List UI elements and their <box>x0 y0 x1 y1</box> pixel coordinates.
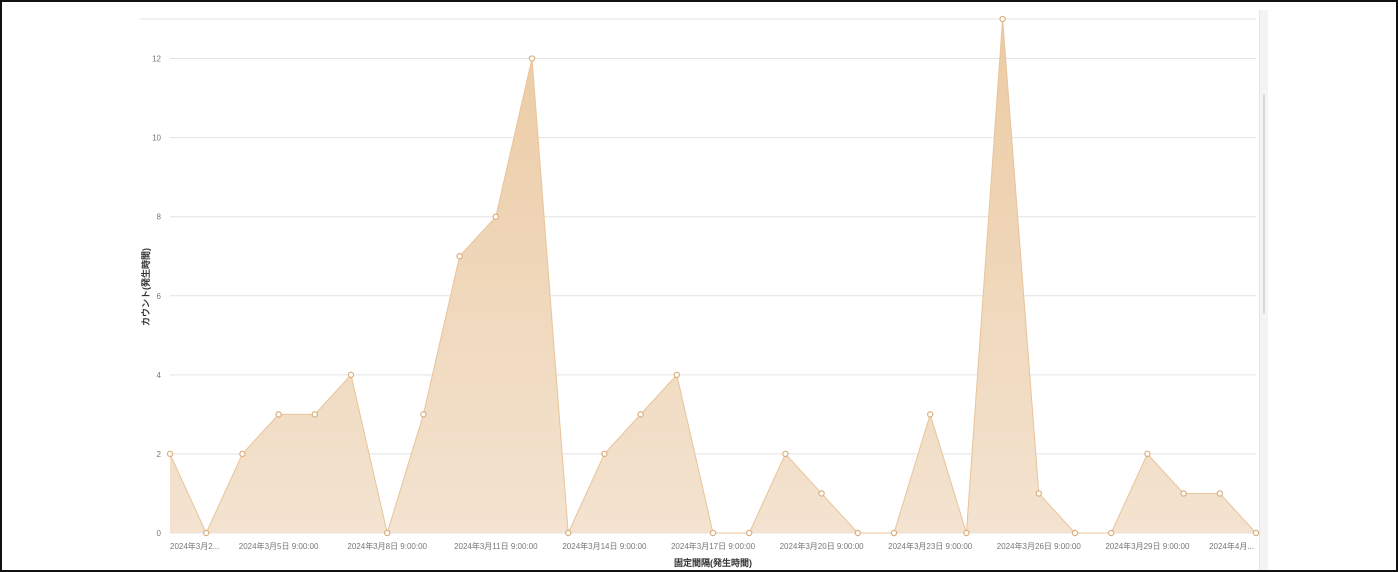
data-point <box>673 371 681 379</box>
area-series <box>169 18 1257 535</box>
data-point <box>1035 490 1043 497</box>
area-fill <box>170 19 1256 533</box>
x-tick-label: 2024年3月11日 9:00:00 <box>454 541 538 551</box>
data-point <box>565 529 572 537</box>
x-axis-title: 固定間隔(発生時間) <box>674 557 752 568</box>
y-tick-label: 12 <box>152 55 161 64</box>
data-point <box>818 490 825 497</box>
y-tick-label: 2 <box>157 450 162 459</box>
data-point <box>311 411 318 418</box>
data-point <box>275 411 282 418</box>
data-point <box>1252 529 1260 537</box>
data-point <box>384 529 391 537</box>
y-axis-ticks: 0 2 4 6 8 10 12 <box>152 55 161 538</box>
data-point <box>854 529 862 537</box>
x-tick-label: 2024年3月17日 9:00:00 <box>671 541 756 551</box>
data-point <box>709 529 717 537</box>
y-tick-label: 6 <box>157 292 162 301</box>
x-tick-label: 2024年3月26日 9:00:00 <box>997 541 1082 551</box>
y-tick-label: 10 <box>152 134 161 143</box>
data-markers <box>166 15 1260 537</box>
data-point <box>637 411 644 418</box>
x-tick-label: 2024年4月... <box>1209 541 1254 551</box>
data-point <box>1180 490 1187 497</box>
y-tick-label: 4 <box>157 371 162 380</box>
y-tick-label: 0 <box>157 529 162 538</box>
data-point <box>782 450 789 458</box>
x-tick-label: 2024年3月8日 9:00:00 <box>347 541 427 551</box>
data-point <box>492 213 499 220</box>
data-point <box>420 411 427 418</box>
data-point <box>347 371 355 379</box>
x-tick-label: 2024年3月20日 9:00:00 <box>780 541 865 551</box>
y-axis-title: カウント(発生時間) <box>140 248 151 326</box>
data-point <box>166 450 174 458</box>
data-point <box>1144 450 1151 458</box>
data-point <box>528 55 536 62</box>
data-point <box>1216 490 1224 497</box>
x-axis-ticks: 2024年3月2... 2024年3月5日 9:00:00 2024年3月8日 9:… <box>170 541 1254 551</box>
data-point <box>890 529 898 537</box>
y-tick-label: 8 <box>157 213 162 222</box>
data-point <box>1107 529 1115 537</box>
x-tick-label: 2024年3月2... <box>170 541 219 551</box>
data-point <box>999 15 1006 23</box>
data-point <box>239 450 246 458</box>
data-point <box>202 529 210 537</box>
x-tick-label: 2024年3月23日 9:00:00 <box>888 541 973 551</box>
data-point <box>927 411 934 418</box>
x-tick-label: 2024年3月5日 9:00:00 <box>239 541 319 551</box>
scrollbar-thumb[interactable] <box>1263 94 1265 314</box>
data-point <box>601 450 608 458</box>
x-tick-label: 2024年3月14日 9:00:00 <box>562 541 647 551</box>
data-point <box>1071 529 1079 537</box>
x-tick-label: 2024年3月29日 9:00:00 <box>1105 541 1190 551</box>
data-point <box>963 529 970 537</box>
data-point <box>456 253 463 260</box>
data-point <box>746 529 753 537</box>
